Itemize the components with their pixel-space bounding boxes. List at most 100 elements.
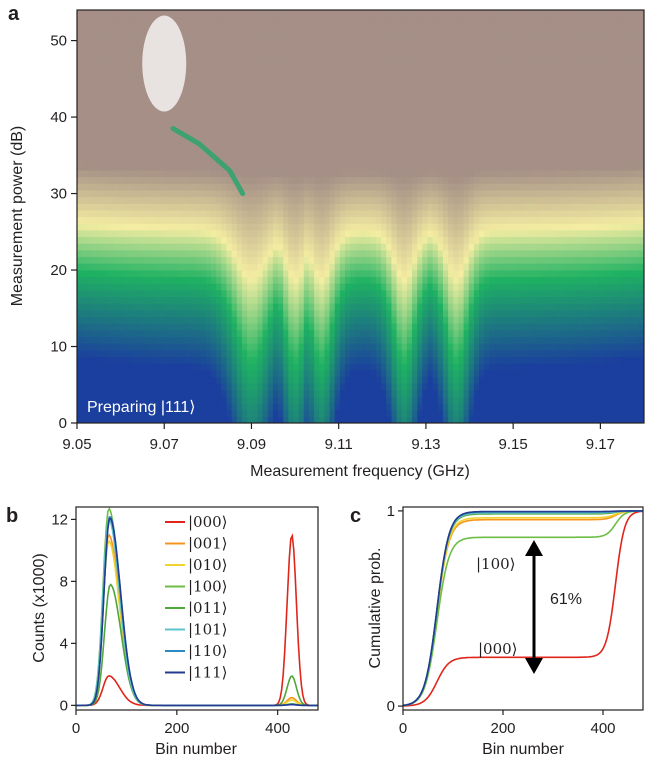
heatmap-cell — [174, 116, 181, 124]
heatmap-cell — [118, 116, 124, 124]
heatmap-cell — [365, 63, 372, 71]
heatmap-cell — [138, 10, 145, 18]
heatmap-cell — [293, 389, 300, 397]
heatmap-cell — [437, 109, 444, 118]
heatmap-cell — [283, 43, 289, 51]
heatmap-cell — [396, 323, 403, 331]
heatmap-cell — [226, 176, 233, 184]
heatmap-cell — [355, 43, 362, 51]
heatmap-cell — [123, 389, 130, 397]
heatmap-cell — [432, 63, 439, 71]
heatmap-cell — [211, 229, 217, 238]
heatmap-cell — [479, 83, 485, 91]
heatmap-cell — [138, 196, 145, 204]
heatmap-cell — [334, 29, 341, 38]
heatmap-cell — [303, 409, 310, 417]
heatmap-cell — [350, 149, 356, 158]
heatmap-cell — [339, 103, 346, 111]
heatmap-cell — [293, 249, 300, 258]
heatmap-cell — [314, 103, 320, 111]
heatmap-cell — [128, 336, 135, 344]
heatmap-cell — [324, 196, 331, 204]
heatmap-cell — [144, 309, 150, 318]
heatmap-cell — [288, 336, 295, 344]
heatmap-cell — [422, 96, 429, 104]
heatmap-cell — [339, 396, 346, 404]
heatmap-cell — [82, 229, 88, 238]
heatmap-cell — [473, 203, 480, 211]
heatmap-cell — [293, 329, 300, 337]
heatmap-cell — [262, 189, 269, 198]
heatmap-cell — [118, 56, 124, 64]
heatmap-cell — [396, 369, 403, 377]
heatmap-cell — [205, 409, 212, 417]
heatmap-cell — [375, 36, 382, 44]
heatmap-cell — [412, 383, 418, 391]
heatmap-cell — [87, 123, 94, 131]
heatmap-cell — [262, 269, 269, 278]
heatmap-cell — [468, 389, 475, 397]
heatmap-cell — [241, 409, 248, 417]
heatmap-cell — [334, 263, 341, 271]
heatmap-cell — [138, 189, 145, 198]
heatmap-cell — [350, 223, 356, 231]
heatmap-cell — [190, 296, 197, 304]
heatmap-cell — [283, 396, 289, 404]
heatmap-cell — [195, 16, 202, 24]
heatmap-cell — [169, 283, 176, 291]
heatmap-cell — [113, 389, 119, 397]
heatmap-cell — [375, 123, 382, 131]
heatmap-cell — [278, 203, 284, 211]
heatmap-cell — [293, 283, 300, 291]
heatmap-cell — [453, 283, 460, 291]
heatmap-cell — [97, 296, 104, 304]
heatmap-cell — [319, 10, 326, 18]
heatmap-cell — [329, 229, 336, 238]
heatmap-cell — [339, 289, 346, 298]
heatmap-cell — [463, 296, 470, 304]
heatmap-cell — [355, 389, 362, 397]
heatmap-cell — [345, 183, 351, 191]
heatmap-cell — [283, 229, 289, 238]
heatmap-cell — [97, 149, 104, 158]
heatmap-cell — [355, 176, 362, 184]
heatmap-cell — [463, 349, 470, 357]
heatmap-cell — [458, 123, 465, 131]
heatmap-cell — [437, 229, 444, 238]
heatmap-cell — [303, 396, 310, 404]
heatmap-cell — [375, 49, 382, 58]
heatmap-cell — [479, 389, 485, 397]
heatmap-cell — [308, 116, 315, 124]
heatmap-cell — [236, 256, 243, 264]
heatmap-cell — [484, 10, 490, 18]
heatmap-cell — [164, 116, 171, 124]
heatmap-cell — [211, 56, 217, 64]
heatmap-cell — [92, 349, 99, 357]
heatmap-cell — [231, 263, 238, 271]
heatmap-cell — [257, 29, 264, 38]
heatmap-cell — [345, 103, 351, 111]
heatmap-cell — [221, 229, 228, 238]
heatmap-cell — [473, 269, 480, 278]
heatmap-cell — [453, 223, 460, 231]
heatmap-cell — [308, 23, 315, 31]
heatmap-cell — [283, 349, 289, 357]
heatmap-cell — [298, 236, 305, 244]
heatmap-cell — [97, 76, 104, 84]
heatmap-cell — [190, 23, 197, 31]
heatmap-cell — [432, 229, 439, 238]
heatmap-cell — [226, 383, 233, 391]
heatmap-cell — [401, 10, 408, 18]
heatmap-cell — [319, 69, 326, 78]
heatmap-cell — [396, 36, 403, 44]
heatmap-cell — [458, 216, 465, 224]
heatmap-cell — [252, 63, 258, 71]
heatmap-cell — [107, 149, 114, 158]
heatmap-cell — [118, 249, 124, 258]
heatmap-cell — [375, 243, 382, 251]
heatmap-cell — [484, 116, 490, 124]
heatmap-cell — [308, 209, 315, 218]
heatmap-cell — [293, 49, 300, 58]
heatmap-cell — [339, 276, 346, 284]
heatmap-cell — [427, 389, 434, 397]
